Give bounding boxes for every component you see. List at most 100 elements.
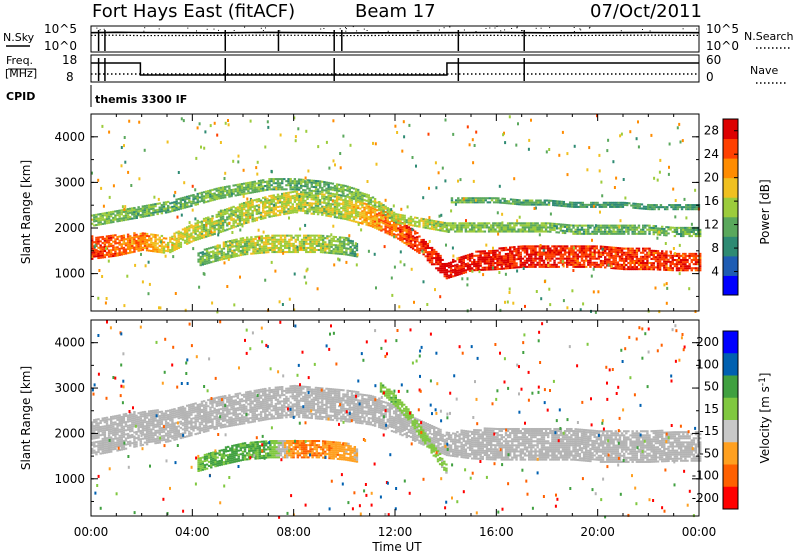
range-cell (635, 253, 639, 256)
range-cell (580, 265, 584, 268)
range-cell (694, 261, 698, 264)
range-cell (494, 228, 497, 231)
range-cell (319, 203, 322, 206)
range-cell (669, 262, 672, 265)
range-cell (190, 202, 193, 205)
range-cell (156, 202, 159, 205)
range-cell (183, 202, 187, 205)
range-cell (648, 228, 651, 231)
range-cell (589, 226, 592, 229)
range-cell (551, 226, 554, 229)
range-cell (482, 201, 485, 204)
range-cell (338, 252, 342, 255)
range-cell (670, 206, 673, 209)
range-cell (650, 253, 653, 256)
range-cell (139, 207, 142, 210)
range-cell (540, 265, 544, 268)
range-cell (294, 240, 297, 243)
range-cell (663, 264, 666, 267)
range-cell (587, 245, 590, 248)
range-cell (312, 179, 316, 182)
range-cell (327, 198, 330, 201)
range-cell (617, 203, 620, 206)
range-cell (437, 252, 440, 255)
range-cell (675, 230, 679, 234)
noise-panel-frame (90, 25, 700, 53)
range-cell (110, 245, 113, 248)
range-cell (267, 249, 270, 252)
range-cell (361, 206, 364, 209)
range-cell (237, 244, 240, 247)
range-cell (124, 252, 128, 255)
range-cell (181, 196, 185, 199)
range-cell (243, 245, 247, 248)
range-cell (656, 260, 660, 263)
range-cell (354, 194, 358, 197)
range-cell (532, 263, 535, 266)
range-cell (338, 250, 342, 253)
range-cell (188, 233, 191, 236)
range-cell (271, 246, 274, 249)
range-cell (107, 217, 111, 220)
freq-label: Freq. (6, 54, 33, 67)
range-cell (395, 223, 398, 226)
range-cell (194, 222, 197, 225)
range-cell (553, 263, 556, 266)
range-cell (680, 267, 683, 270)
range-cell (139, 234, 142, 237)
range-cell (443, 265, 446, 268)
range-cell (648, 266, 651, 269)
range-cell (608, 258, 611, 261)
range-cell (274, 208, 278, 211)
range-cell (338, 212, 341, 215)
range-cell (636, 205, 639, 208)
range-cell (270, 209, 273, 212)
range-cell (273, 238, 276, 241)
range-cell (342, 209, 345, 212)
range-cell (300, 182, 303, 185)
range-cell (202, 217, 206, 220)
range-cell (498, 257, 501, 260)
range-cell (511, 250, 514, 253)
range-cell (135, 212, 138, 215)
range-cell (345, 237, 348, 240)
range-cell (241, 249, 245, 252)
range-cell (363, 195, 366, 198)
range-cell (514, 200, 517, 203)
range-cell (107, 235, 111, 238)
range-cell (559, 229, 563, 232)
range-cell (585, 251, 588, 254)
range-cell (243, 192, 246, 195)
range-cell (676, 204, 680, 207)
range-cell (224, 186, 227, 189)
range-cell (295, 196, 299, 200)
range-cell (192, 194, 195, 197)
range-cell (352, 187, 356, 190)
range-cell (433, 226, 436, 229)
range-cell (585, 224, 588, 227)
range-cell (133, 236, 136, 239)
range-cell (416, 231, 419, 235)
range-cell (97, 254, 100, 258)
range-cell (222, 243, 226, 246)
range-cell (297, 205, 301, 208)
range-cell (388, 233, 392, 236)
range-cell (578, 255, 582, 258)
range-cell (463, 201, 466, 204)
noise-speck (516, 26, 518, 28)
range-cell (226, 246, 230, 249)
range-cell (315, 242, 319, 245)
range-cell (646, 228, 649, 231)
range-cell (570, 261, 573, 264)
range-cell (599, 261, 603, 264)
range-cell (276, 193, 280, 196)
range-cell (224, 188, 227, 191)
range-cell (133, 215, 136, 218)
range-cell (248, 244, 251, 247)
scatter-speck (471, 269, 474, 273)
scatter-speck (349, 143, 352, 147)
range-cell (576, 265, 579, 268)
range-cell (623, 247, 626, 250)
range-cell (487, 260, 491, 263)
range-cell (492, 258, 495, 261)
